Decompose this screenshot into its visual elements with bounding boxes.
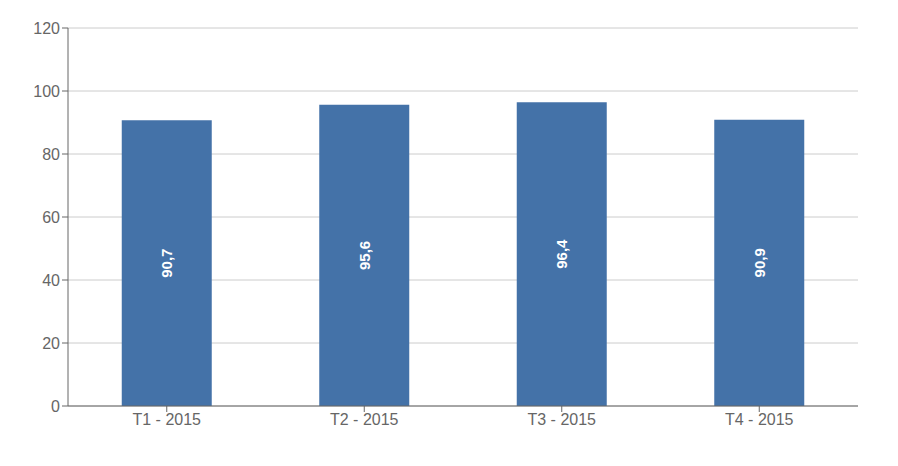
svg-text:T1 - 2015: T1 - 2015 — [133, 411, 202, 428]
svg-text:80: 80 — [42, 146, 60, 163]
svg-text:0: 0 — [51, 398, 60, 415]
svg-text:96,4: 96,4 — [553, 239, 570, 269]
svg-text:T2 - 2015: T2 - 2015 — [330, 411, 399, 428]
svg-text:T4 - 2015: T4 - 2015 — [725, 411, 794, 428]
svg-text:40: 40 — [42, 272, 60, 289]
svg-text:60: 60 — [42, 209, 60, 226]
svg-text:100: 100 — [33, 83, 60, 100]
svg-text:120: 120 — [33, 20, 60, 37]
svg-text:95,6: 95,6 — [356, 241, 373, 270]
svg-text:90,9: 90,9 — [751, 248, 768, 277]
svg-text:T3 - 2015: T3 - 2015 — [528, 411, 597, 428]
svg-text:90,7: 90,7 — [158, 249, 175, 278]
svg-text:20: 20 — [42, 335, 60, 352]
